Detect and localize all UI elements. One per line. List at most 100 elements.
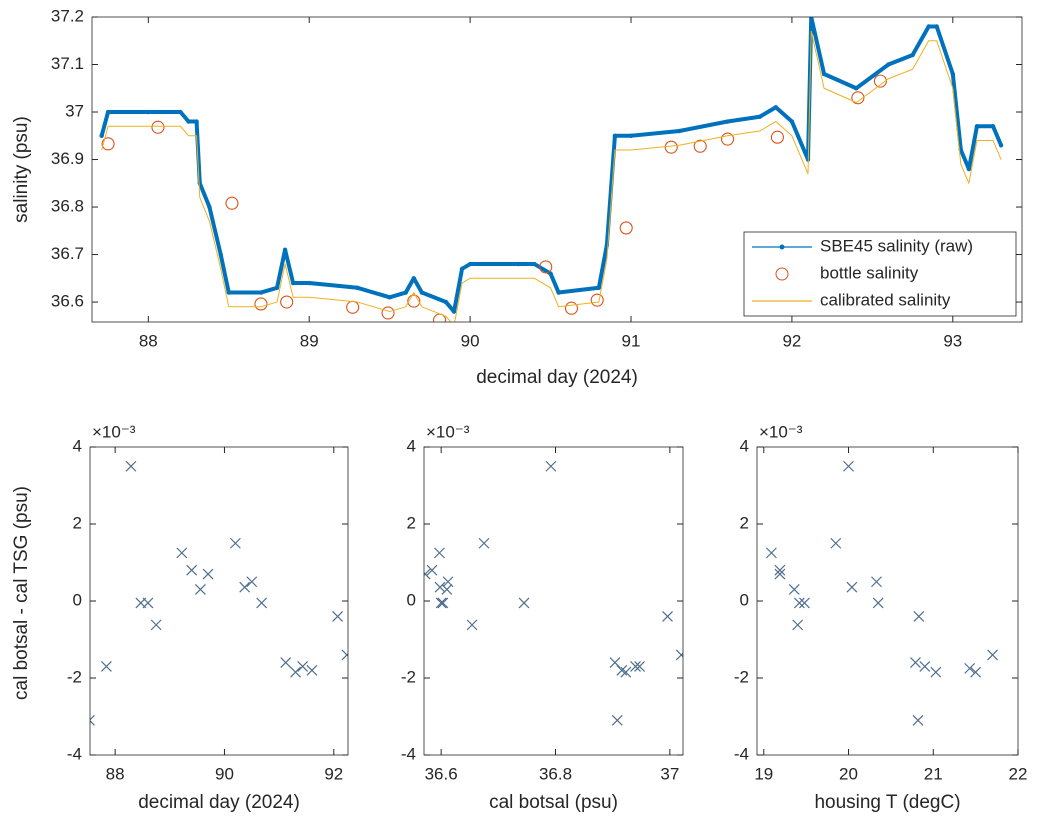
plot-area	[424, 460, 683, 726]
legend-label: bottle salinity	[820, 263, 919, 282]
x-axis-label: housing T (degC)	[814, 792, 960, 813]
x-marker	[634, 661, 645, 672]
point-marker	[628, 133, 634, 138]
x-marker	[913, 610, 925, 622]
x-marker	[620, 666, 632, 678]
y-tick-label: 4	[73, 436, 82, 455]
x-marker	[434, 547, 445, 559]
x-marker	[437, 597, 449, 609]
x-marker	[186, 564, 198, 576]
axes: 88 89 90 91 92 93 36.6 36.7 36.8 36.9 37 37.1 37.2 de…	[11, 6, 1023, 388]
point-marker	[773, 105, 779, 110]
axes: 19 20 21 22 -4 -2 0 2 4 housing T (degC) ×10⁻³	[734, 422, 1028, 813]
point-marker	[178, 109, 183, 115]
y-tick-label: 37	[65, 101, 84, 120]
x-marker	[910, 657, 921, 669]
x-marker	[970, 666, 982, 678]
x-marker	[239, 581, 251, 593]
x-marker	[297, 661, 309, 672]
x-marker	[194, 584, 206, 595]
x-tick-label: 36.6	[425, 764, 458, 783]
point-marker	[290, 280, 296, 286]
point-marker	[821, 71, 827, 77]
x-marker	[176, 547, 188, 559]
y-axis-label: cal botsal - cal TSG (psu)	[11, 486, 32, 700]
x-marker	[434, 581, 446, 593]
legend-label: calibrated salinity	[820, 290, 951, 309]
point-marker	[387, 295, 392, 300]
bottle-marker	[693, 139, 707, 153]
legend: SBE45 salinity (raw) bottle salinity calib…	[743, 231, 1017, 317]
x-marker	[792, 619, 804, 631]
y-axis-label: salinity (psu)	[11, 116, 32, 223]
bottle-marker	[101, 137, 115, 151]
y-exponent: ×10⁻³	[92, 422, 136, 441]
y-tick-label: 36.9	[51, 149, 84, 168]
axes-box	[756, 446, 1019, 756]
point-marker	[274, 285, 280, 290]
bottle-marker	[539, 260, 553, 274]
x-tick-label: 92	[324, 764, 343, 783]
bottle-marker	[770, 130, 784, 144]
bottle-marker	[564, 301, 579, 315]
y-tick-label: 36.8	[51, 197, 84, 216]
axes: 36.6 36.8 37 -4 -2 0 2 4 cal botsal (psu) ×10⁻³	[401, 422, 684, 813]
point-marker	[419, 290, 425, 295]
x-tick-label: 92	[782, 331, 801, 350]
y-tick-label: 36.7	[51, 244, 84, 263]
x-marker	[202, 568, 214, 580]
point-marker	[459, 266, 465, 271]
y-tick-label: 37.2	[51, 6, 84, 25]
x-marker	[290, 666, 301, 678]
x-marker	[774, 568, 786, 580]
x-axis-label: decimal day (2024)	[476, 367, 638, 388]
point-marker	[411, 276, 416, 281]
x-axis-label: cal botsal (psu)	[489, 792, 618, 813]
point-marker	[194, 119, 199, 124]
x-tick-label: 90	[215, 764, 234, 783]
x-marker	[246, 576, 258, 588]
point-marker	[990, 124, 996, 129]
y-tick-label: 37.1	[51, 54, 84, 73]
point-marker	[226, 290, 231, 295]
plot-area	[99, 17, 1004, 322]
y-tick-label: 4	[407, 436, 416, 455]
point-marker	[612, 133, 618, 138]
x-tick-label: 37	[660, 764, 679, 783]
point-marker	[186, 119, 191, 124]
point-marker	[307, 280, 312, 286]
y-tick-label: 0	[407, 590, 416, 609]
legend-marker	[779, 244, 785, 250]
point-marker	[218, 252, 223, 257]
y-tick-label: 2	[407, 513, 416, 532]
bottle-marker	[590, 293, 604, 307]
y-tick-label: 36.6	[51, 292, 84, 311]
x-axis-label: decimal day (2024)	[138, 792, 300, 813]
x-marker	[435, 597, 447, 609]
plot-area	[90, 460, 348, 726]
series-line	[101, 30, 1002, 322]
x-marker	[545, 460, 557, 472]
x-marker	[256, 597, 268, 609]
x-tick-label: 19	[754, 764, 773, 783]
x-marker	[919, 661, 931, 672]
point-marker	[596, 285, 602, 290]
x-tick-label: 90	[461, 331, 480, 350]
point-marker	[403, 290, 408, 295]
x-marker	[150, 619, 162, 631]
point-marker	[809, 17, 814, 20]
bottle-marker	[873, 74, 887, 88]
point-marker	[910, 52, 915, 58]
x-marker	[611, 714, 623, 726]
x-marker	[90, 714, 95, 726]
x-tick-label: 21	[924, 764, 943, 783]
x-marker	[830, 537, 842, 549]
y-tick-label: 4	[740, 436, 749, 455]
point-marker	[99, 133, 104, 138]
plot-area	[765, 460, 999, 726]
point-marker	[197, 181, 203, 186]
axes-box	[91, 16, 1023, 323]
point-marker	[926, 24, 931, 29]
